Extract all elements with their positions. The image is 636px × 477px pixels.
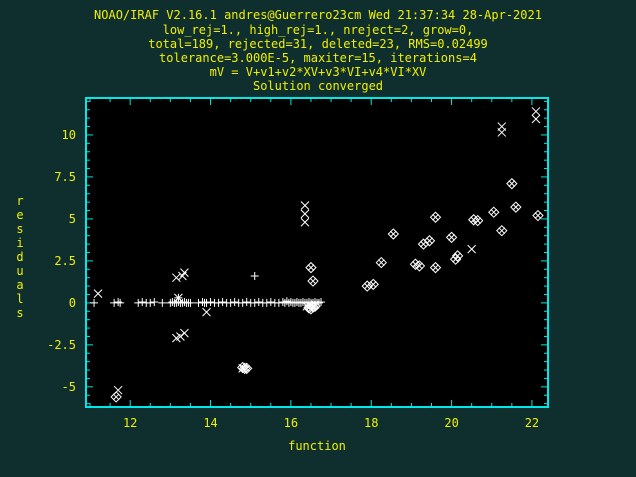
data-point-plus[interactable] [134,298,143,307]
plot-frame [85,97,549,408]
y-axis-label-char: r [16,194,24,208]
x-axis-label: function [288,439,346,453]
data-point-diamond-cross[interactable] [305,261,317,274]
x-tick-label: 12 [123,416,137,430]
y-tick-label: 2.5 [54,254,76,268]
data-point-cross[interactable] [467,244,477,254]
data-point-cross[interactable] [174,293,183,303]
data-point-plus[interactable] [238,298,247,307]
data-point-plus[interactable] [317,298,326,307]
data-point-plus[interactable] [254,298,263,307]
data-point-plus[interactable] [146,298,155,307]
data-point-diamond-cross[interactable] [240,362,253,375]
data-point-cross[interactable] [180,268,189,278]
data-point-cross[interactable] [176,332,185,341]
data-point-diamond-cross[interactable] [506,177,518,190]
data-point-cross[interactable] [497,128,507,137]
data-point-cross[interactable] [172,273,181,283]
data-point-plus[interactable] [158,298,167,307]
data-point-diamond-cross[interactable] [532,209,544,222]
x-tick-label: 14 [203,416,217,430]
data-point-cross[interactable] [531,114,541,124]
data-point-diamond-cross[interactable] [496,224,508,237]
data-point-plus[interactable] [150,298,159,307]
data-point-plus[interactable] [116,298,125,307]
data-point-plus[interactable] [266,298,275,307]
y-axis-label-char: s [16,306,24,320]
header-line-4: tolerance=3.000E-5, maxiter=15, iteratio… [159,51,477,65]
data-point-plus[interactable] [138,298,147,307]
data-point-plus[interactable] [206,298,215,307]
y-tick-label: 5 [69,212,76,226]
data-point-diamond-cross[interactable] [445,231,458,244]
data-point-plus[interactable] [114,298,123,307]
y-axis-label-char: a [16,278,24,292]
data-point-cross[interactable] [202,307,211,317]
data-point-diamond-cross[interactable] [387,228,400,240]
y-axis-label-char: e [16,208,24,222]
data-point-plus[interactable] [242,298,251,307]
data-point-diamond-cross[interactable] [309,300,321,312]
x-tick-label: 22 [525,416,539,430]
x-tick-label: 16 [284,416,298,430]
x-tick-label: 18 [364,416,378,430]
data-point-diamond-cross[interactable] [413,260,426,272]
data-point-plus[interactable] [186,298,195,307]
header-line-3: total=189, rejected=31, deleted=23, RMS=… [148,37,488,51]
data-point-diamond-cross[interactable] [375,256,387,269]
data-point-diamond-cross[interactable] [429,261,442,274]
y-axis-label-char: d [16,250,24,264]
data-point-plus[interactable] [230,298,239,307]
header-line-2: low_rej=1., high_rej=1., nreject=2, grow… [162,23,474,37]
data-point-cross[interactable] [300,209,310,219]
data-point-plus[interactable] [282,297,291,306]
data-point-cross[interactable] [93,289,103,298]
header-line-5: mV = V+v1+v2*XV+v3*VI+v4*VI*XV [209,65,427,79]
data-point-cross[interactable] [300,217,310,227]
data-point-plus[interactable] [226,298,235,307]
data-point-diamond-cross[interactable] [110,391,122,403]
data-point-plus[interactable] [90,298,99,307]
data-point-cross[interactable] [531,107,541,116]
data-point-diamond-cross[interactable] [367,278,379,291]
data-point-cross[interactable] [300,201,310,210]
y-axis-label-char: l [16,292,24,306]
data-point-plus[interactable] [180,298,189,307]
header-line-1: NOAO/IRAF V2.16.1 andres@Guerrero23cm We… [94,8,542,22]
y-axis-label-char: i [16,236,24,250]
data-point-diamond-cross[interactable] [429,211,442,223]
y-tick-label: -2.5 [47,338,76,352]
data-point-plus[interactable] [250,298,259,307]
data-point-plus[interactable] [278,298,287,307]
y-tick-label: 10 [62,128,76,142]
data-point-plus[interactable] [250,272,259,281]
x-tick-label: 20 [444,416,458,430]
header-line-6: Solution converged [252,79,384,93]
data-point-diamond-cross[interactable] [510,201,522,213]
y-axis-label-char: u [16,264,24,278]
data-point-plus[interactable] [198,298,207,307]
y-tick-label: -5 [62,380,76,394]
y-tick-label: 7.5 [54,170,76,184]
data-point-diamond-cross[interactable] [488,206,500,218]
data-point-diamond-cross[interactable] [423,235,436,247]
plot-area [86,98,548,407]
data-point-plus[interactable] [202,298,211,307]
y-axis-label-char: s [16,222,24,236]
data-point-diamond-cross[interactable] [307,275,319,287]
y-tick-label: 0 [69,296,76,310]
data-point-plus[interactable] [218,298,227,307]
data-point-diamond-cross[interactable] [451,250,464,262]
data-point-plus[interactable] [214,298,223,307]
data-point-diamond-cross[interactable] [471,214,484,227]
data-point-plus[interactable] [262,298,271,307]
